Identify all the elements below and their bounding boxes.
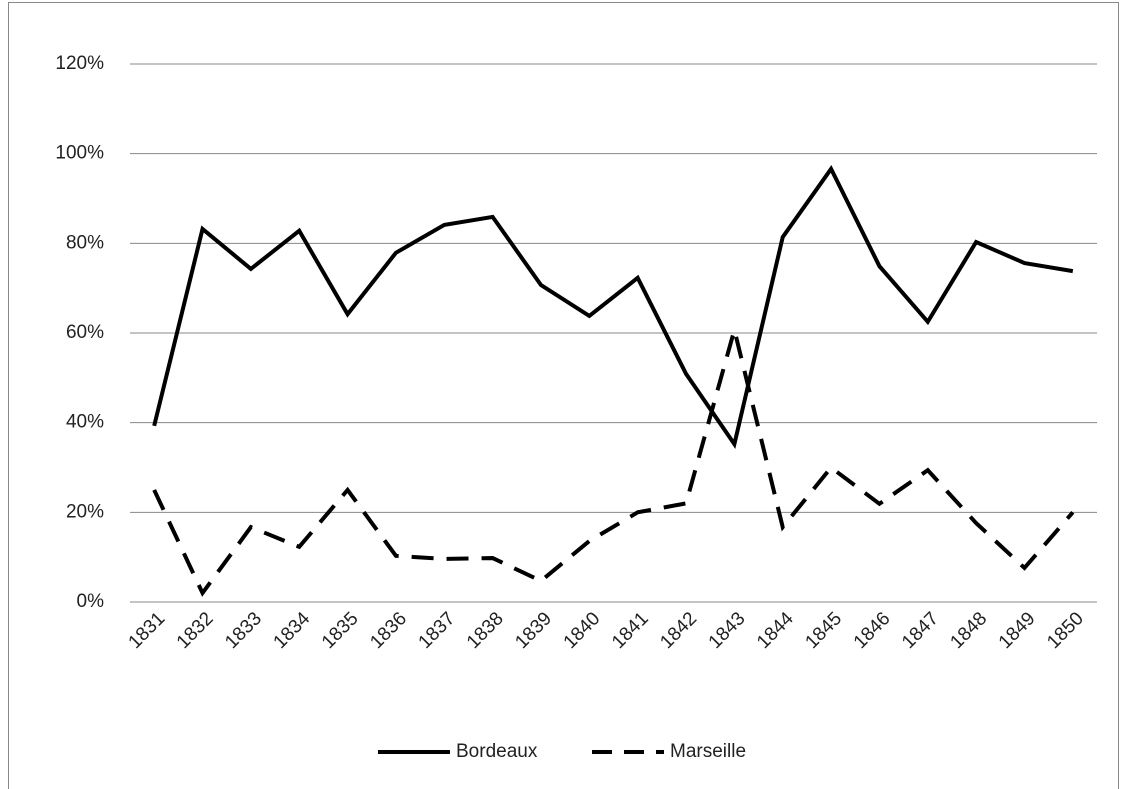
x-tick-label: 1834	[270, 608, 315, 653]
y-tick-label: 80%	[66, 232, 104, 253]
legend-label: Bordeaux	[456, 741, 538, 762]
y-tick-label: 0%	[77, 591, 105, 612]
y-tick-label: 40%	[66, 412, 104, 433]
y-tick-label: 20%	[66, 501, 104, 522]
x-tick-label: 1850	[1043, 608, 1088, 653]
x-tick-label: 1839	[511, 608, 556, 653]
x-tick-label: 1847	[898, 608, 943, 653]
x-tick-label: 1832	[173, 608, 218, 653]
y-tick-label: 100%	[55, 143, 104, 164]
x-tick-label: 1838	[463, 608, 508, 653]
x-tick-label: 1835	[318, 608, 363, 653]
x-tick-label: 1836	[366, 608, 411, 653]
x-tick-label: 1848	[946, 608, 991, 653]
x-tick-label: 1846	[850, 608, 895, 653]
x-tick-label: 1837	[415, 608, 460, 653]
x-tick-label: 1842	[656, 608, 701, 653]
series-line	[152, 165, 1074, 450]
y-tick-label: 120%	[55, 53, 104, 74]
x-tick-label: 1833	[221, 608, 266, 653]
x-tick-label: 1840	[560, 608, 605, 653]
x-tick-label: 1831	[125, 608, 170, 653]
x-tick-label: 1845	[801, 608, 846, 653]
y-tick-label: 60%	[66, 322, 104, 343]
x-tick-label: 1844	[753, 608, 798, 653]
series-line	[152, 321, 1075, 597]
chart-border	[8, 2, 1119, 789]
x-tick-label: 1843	[705, 608, 750, 653]
x-tick-label: 1849	[995, 608, 1040, 653]
x-tick-label: 1841	[608, 608, 653, 653]
legend-label: Marseille	[670, 741, 746, 762]
